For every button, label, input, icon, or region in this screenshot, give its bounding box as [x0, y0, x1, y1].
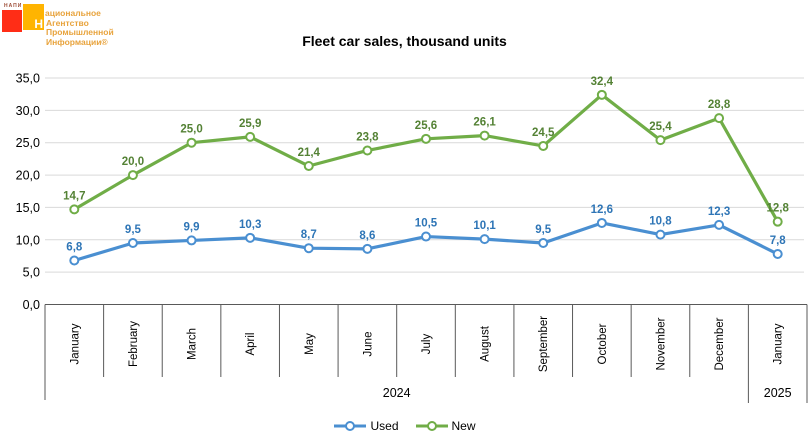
svg-text:July: July	[421, 334, 433, 355]
chart-legend: Used New	[0, 419, 809, 433]
series-used: 6,8 9,5 9,9 10,3 8,7 8,6 10,5 10,1 9,5 12,6 10,8 12…	[66, 204, 787, 266]
series-new: 14,7 20,0 25,0 25,9 21,4 23,8 25,6 26,1 24,5 32,4…	[63, 76, 789, 227]
svg-text:10,0: 10,0	[16, 233, 40, 247]
svg-text:28,8: 28,8	[708, 99, 731, 111]
svg-text:12,8: 12,8	[766, 203, 789, 215]
used-series-line-marker-icon	[334, 421, 367, 431]
svg-text:25,0: 25,0	[16, 136, 40, 150]
svg-text:25,4: 25,4	[649, 121, 672, 133]
svg-text:20,0: 20,0	[16, 169, 40, 183]
svg-text:20,0: 20,0	[122, 156, 144, 168]
legend-label-new: New	[451, 419, 476, 433]
svg-text:24,5: 24,5	[532, 127, 555, 139]
svg-text:25,0: 25,0	[180, 124, 202, 136]
logo-name-line2: Агентство	[46, 17, 89, 28]
svg-text:9,5: 9,5	[535, 224, 552, 236]
svg-text:25,6: 25,6	[415, 120, 437, 132]
svg-text:10,8: 10,8	[649, 216, 672, 228]
logo-name-text: ациональное Агентство Промышленной Инфор…	[45, 8, 114, 47]
svg-text:35,0: 35,0	[16, 72, 40, 86]
svg-text:10,1: 10,1	[473, 220, 496, 232]
svg-text:21,4: 21,4	[298, 147, 321, 159]
logo-name-line4: Информации®	[46, 36, 108, 47]
svg-text:25,9: 25,9	[239, 118, 261, 130]
svg-text:9,5: 9,5	[125, 224, 142, 236]
svg-text:February: February	[128, 321, 140, 367]
svg-text:September: September	[538, 316, 550, 372]
svg-text:32,4: 32,4	[591, 76, 614, 88]
logo-name-line3: Промышленной	[46, 27, 114, 37]
x-axis-month-labels: January February March April May June July Augu…	[69, 316, 784, 372]
svg-text:5,0: 5,0	[23, 266, 40, 280]
chart-title: Fleet car sales, thousand units	[302, 33, 507, 49]
svg-text:15,0: 15,0	[16, 201, 40, 215]
svg-text:January: January	[69, 323, 81, 364]
y-axis-labels: 0,0 5,0 10,0 15,0 20,0 25,0 30,0 35,0	[16, 72, 40, 313]
svg-text:December: December	[714, 317, 726, 370]
svg-text:6,8: 6,8	[66, 241, 83, 253]
svg-text:November: November	[655, 317, 667, 370]
svg-text:14,7: 14,7	[63, 190, 85, 202]
svg-text:7,8: 7,8	[770, 235, 787, 247]
svg-text:May: May	[304, 333, 316, 355]
logo-initial-letter: Н	[34, 17, 43, 31]
logo-orange-square: Н	[23, 4, 44, 30]
x-axis-frame	[44, 304, 808, 403]
svg-text:2024: 2024	[383, 386, 411, 400]
logo-red-square	[2, 10, 22, 32]
svg-text:August: August	[480, 325, 492, 362]
logo-badge-text: НАПИ	[4, 3, 23, 9]
logo-name-line1: ациональное	[45, 8, 101, 18]
x-axis-year-labels: 2024 2025	[383, 386, 792, 400]
napi-logo: НАПИ Н ациональное Агентство Промышленно…	[0, 0, 220, 60]
svg-text:10,3: 10,3	[239, 219, 261, 231]
svg-text:0,0: 0,0	[23, 298, 40, 312]
svg-text:April: April	[245, 332, 257, 355]
new-series-line-marker-icon	[415, 421, 448, 431]
legend-item-used: Used	[333, 419, 399, 433]
svg-text:12,3: 12,3	[708, 206, 730, 218]
svg-text:30,0: 30,0	[16, 104, 40, 118]
svg-text:March: March	[187, 328, 199, 360]
svg-text:October: October	[597, 323, 609, 364]
svg-text:12,6: 12,6	[591, 204, 613, 216]
svg-text:January: January	[773, 323, 785, 364]
legend-label-used: Used	[370, 419, 399, 433]
legend-item-new: New	[415, 419, 476, 433]
svg-text:10,5: 10,5	[415, 218, 438, 230]
svg-text:9,9: 9,9	[184, 221, 200, 233]
svg-text:23,8: 23,8	[356, 131, 379, 143]
svg-text:June: June	[362, 332, 374, 357]
svg-text:8,6: 8,6	[359, 230, 375, 242]
svg-text:26,1: 26,1	[473, 117, 496, 129]
svg-text:8,7: 8,7	[301, 229, 317, 241]
svg-text:2025: 2025	[764, 386, 792, 400]
